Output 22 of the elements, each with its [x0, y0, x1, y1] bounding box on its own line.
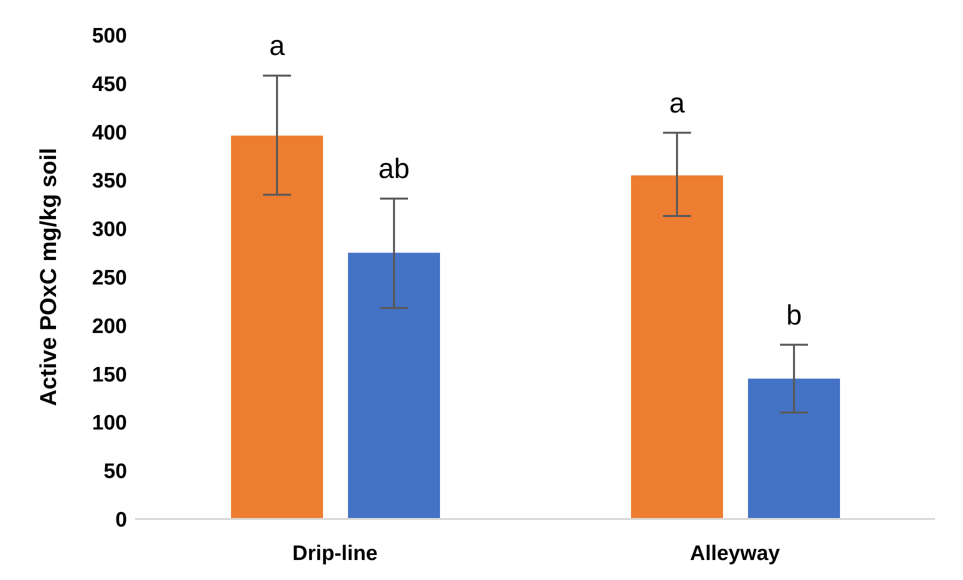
annotation: a: [269, 30, 286, 62]
y-tick-label: 450: [92, 72, 127, 96]
y-tick-label: 250: [92, 266, 127, 290]
y-tick-label: 500: [92, 24, 127, 48]
bar: [631, 175, 723, 519]
annotation: b: [786, 299, 802, 330]
bar: [348, 252, 440, 519]
y-tick-label: 200: [92, 314, 127, 338]
y-tick-label: 0: [115, 508, 127, 532]
x-tick-label: Drip-line: [292, 542, 378, 565]
y-tick-label: 300: [92, 218, 127, 242]
annotation: ab: [378, 153, 410, 184]
annotation: a: [669, 87, 686, 118]
y-tick-label: 150: [92, 363, 127, 386]
bar: [748, 378, 840, 519]
y-tick-label: 100: [92, 412, 127, 435]
y-tick-label: 50: [104, 460, 127, 484]
x-tick-label: Alleyway: [690, 542, 780, 565]
y-tick-label: 400: [92, 121, 127, 144]
y-axis-title: Active POxC mg/kg soil: [35, 148, 62, 406]
y-tick-label: 350: [92, 170, 127, 193]
bar: [231, 136, 323, 519]
